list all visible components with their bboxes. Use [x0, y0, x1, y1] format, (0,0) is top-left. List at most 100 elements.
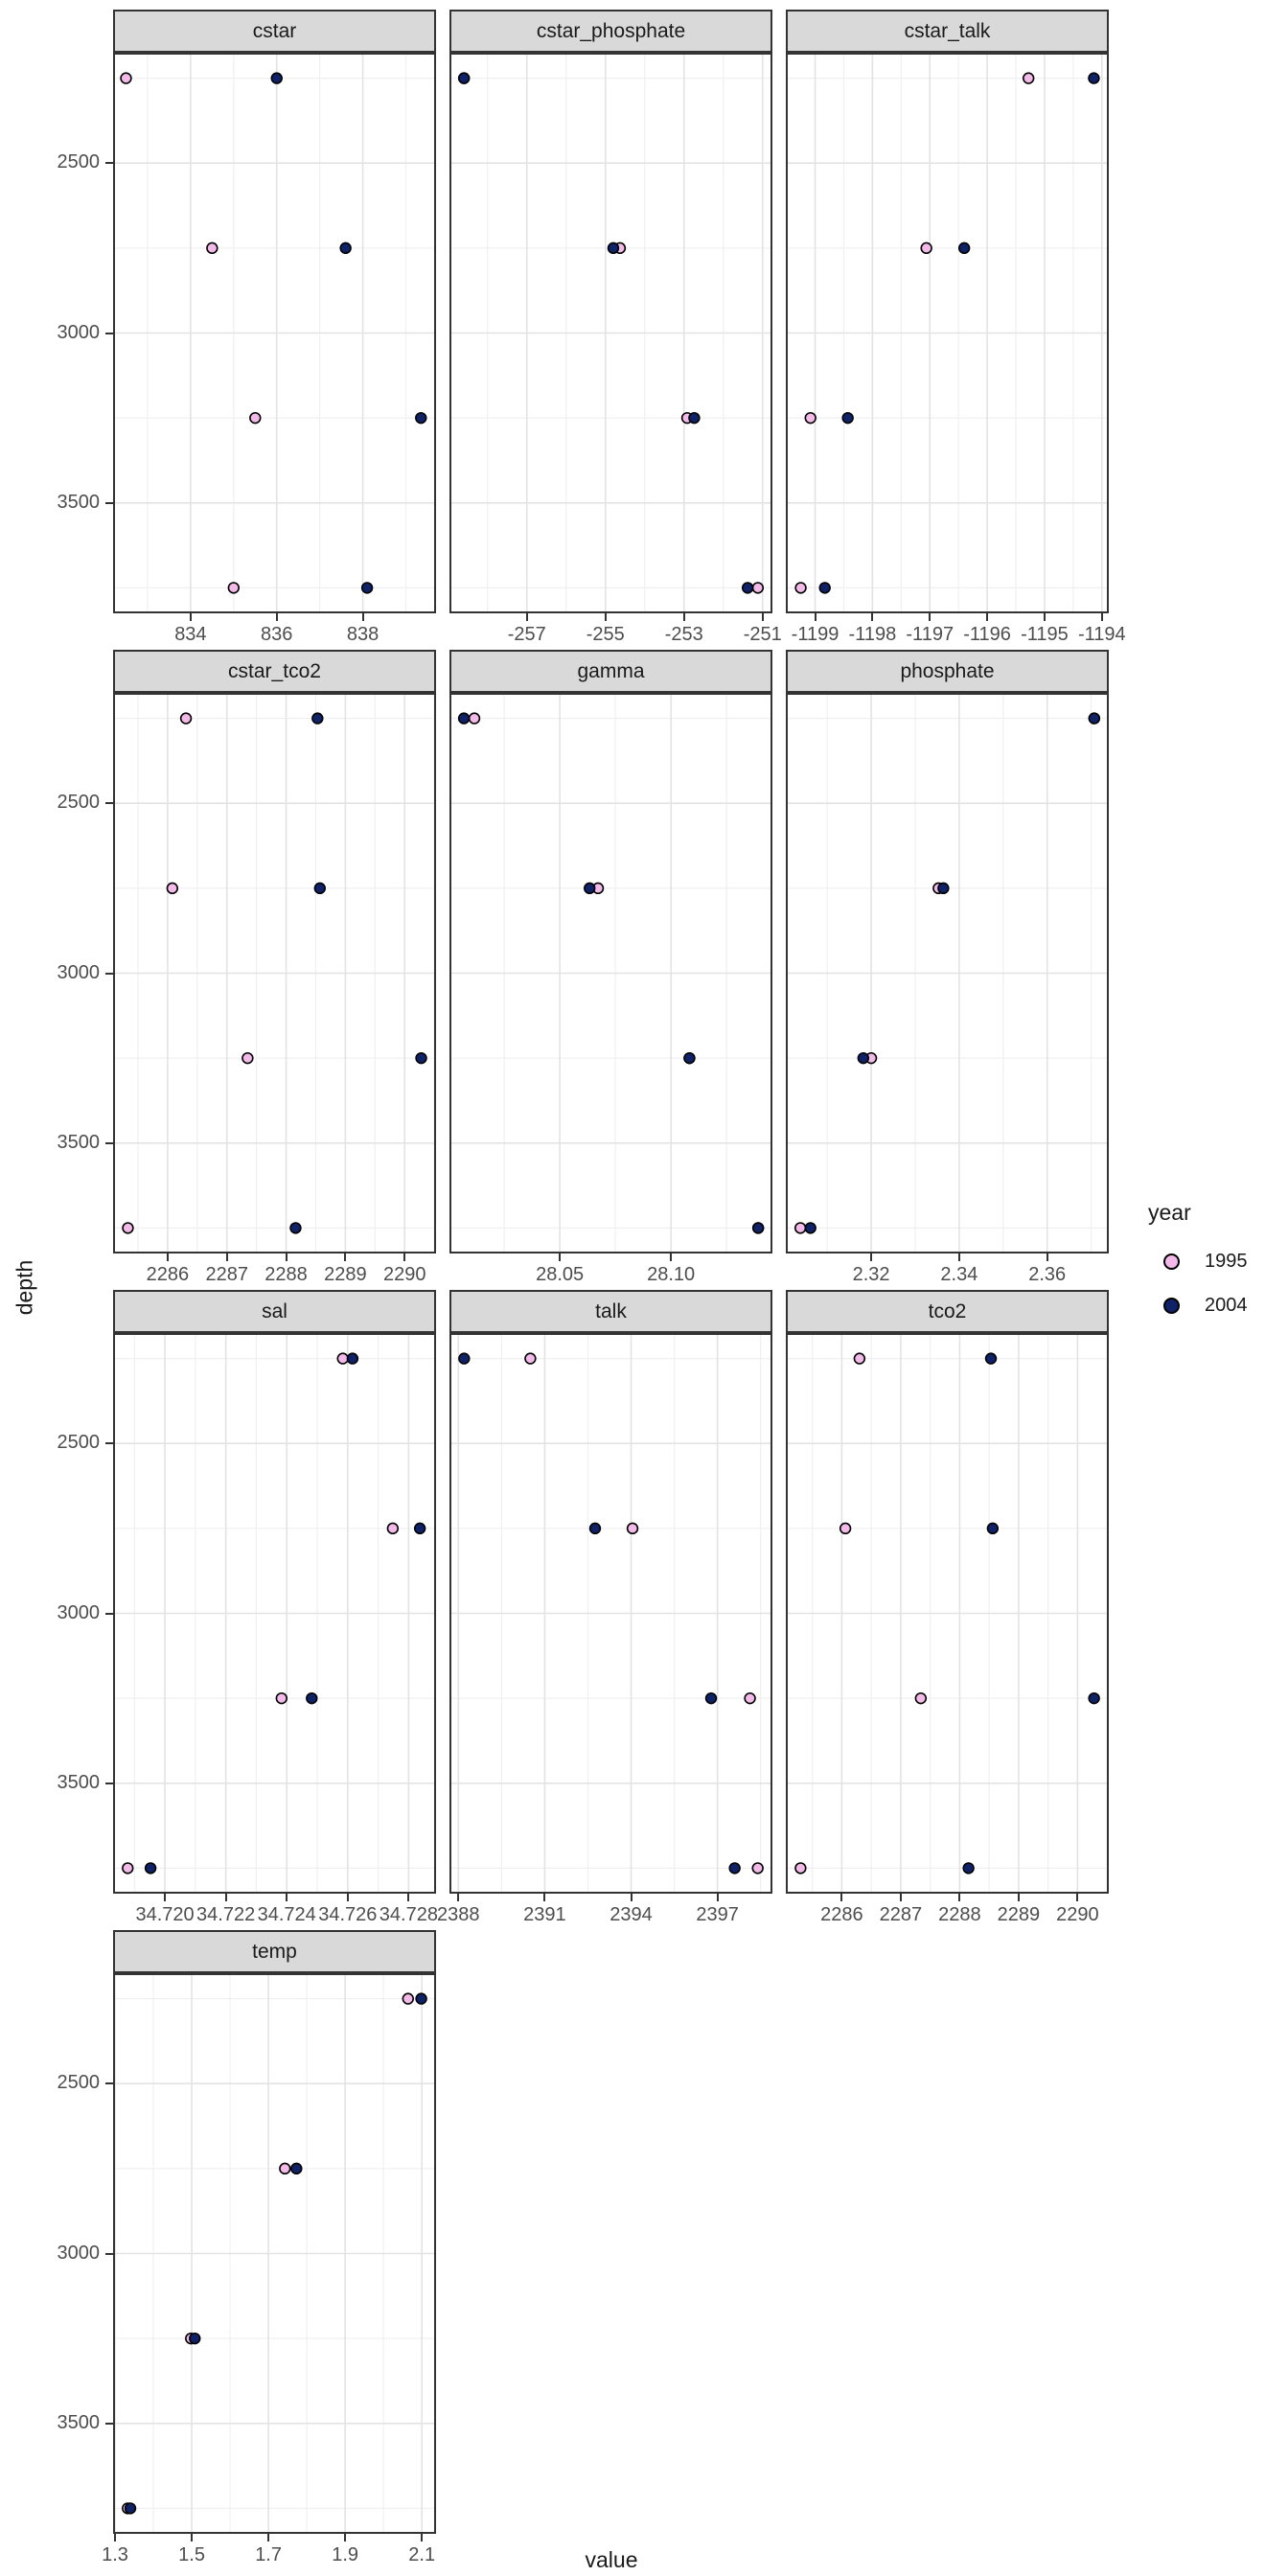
x-tick-mark [275, 613, 278, 621]
data-point-2004 [458, 1352, 471, 1365]
x-tick-mark [114, 2534, 116, 2542]
data-point-2004 [728, 1862, 741, 1874]
data-point-1995 [751, 582, 765, 594]
y-tick-mark [105, 1612, 113, 1615]
facet-strip-tco2: tco2 [786, 1290, 1109, 1333]
y-tick-label: 3000 [57, 1601, 101, 1623]
facet-panel-cstar [113, 53, 436, 613]
facet-title: sal [262, 1300, 288, 1322]
x-tick-label: 1.5 [178, 2544, 205, 2565]
x-tick-label: -255 [586, 624, 625, 645]
data-point-1995 [794, 582, 807, 594]
y-tick-mark [105, 1141, 113, 1144]
panel-border [113, 693, 436, 1254]
x-tick-mark [716, 1894, 719, 1901]
data-point-2004 [290, 2162, 303, 2175]
data-point-1995 [336, 1352, 349, 1365]
x-axis-title: value [585, 2547, 638, 2572]
x-tick-label: 836 [261, 624, 293, 645]
data-point-2004 [1088, 712, 1101, 724]
data-point-1995 [1023, 72, 1035, 84]
x-tick-mark [403, 1254, 406, 1261]
data-point-1995 [122, 1862, 134, 1874]
x-tick-mark [630, 1894, 632, 1901]
x-tick-label: -1199 [791, 624, 840, 645]
data-point-2004 [937, 882, 950, 895]
x-tick-label: -1194 [1077, 624, 1126, 645]
x-tick-mark [189, 613, 192, 621]
data-point-1995 [794, 1222, 807, 1234]
data-point-2004 [413, 1522, 426, 1535]
legend-item-label: 2004 [1205, 1294, 1248, 1316]
data-point-2004 [1088, 1691, 1100, 1705]
x-tick-label: 834 [174, 624, 207, 645]
x-tick-mark [267, 2534, 270, 2542]
data-point-2004 [415, 1992, 427, 2005]
y-tick-mark [105, 972, 113, 975]
legend-title: year [1148, 1200, 1191, 1225]
x-tick-label: 2290 [1056, 1904, 1099, 1925]
x-tick-label: 1.9 [332, 2544, 359, 2565]
data-point-1995 [794, 1862, 807, 1874]
data-point-2004 [144, 1862, 157, 1874]
data-point-1995 [751, 1862, 764, 1874]
facet-strip-cstar: cstar [113, 10, 436, 53]
data-point-2004 [588, 1522, 602, 1535]
x-tick-mark [224, 1894, 227, 1901]
facet-strip-sal: sal [113, 1290, 436, 1333]
x-tick-label: 34.726 [318, 1904, 378, 1925]
facet-strip-gamma: gamma [449, 650, 772, 693]
panel-border [786, 1333, 1109, 1894]
x-tick-mark [286, 1894, 288, 1901]
facet-title: cstar_tco2 [228, 659, 321, 682]
x-tick-mark [1046, 1254, 1048, 1261]
y-tick-mark [105, 1782, 113, 1784]
facet-panel-tco2 [786, 1333, 1109, 1894]
x-tick-label: 28.10 [647, 1264, 696, 1285]
legend-key-1995-circle-icon [1163, 1253, 1180, 1270]
data-point-1995 [468, 712, 481, 724]
data-point-1995 [804, 411, 816, 425]
facet-strip-cstar_tco2: cstar_tco2 [113, 650, 436, 693]
x-tick-label: 2391 [523, 1904, 566, 1925]
x-tick-mark [761, 613, 764, 621]
data-point-2004 [962, 1862, 975, 1874]
x-tick-mark [407, 1894, 410, 1901]
data-point-1995 [839, 1522, 852, 1535]
data-point-2004 [189, 2332, 201, 2345]
data-point-2004 [857, 1051, 870, 1065]
x-tick-mark [344, 2534, 347, 2542]
facet-title: cstar_phosphate [536, 19, 686, 42]
data-point-1995 [914, 1691, 928, 1705]
y-tick-mark [105, 501, 113, 504]
data-point-2004 [311, 712, 324, 724]
x-tick-mark [164, 1894, 167, 1901]
x-tick-label: 2286 [146, 1264, 190, 1285]
x-tick-mark [225, 1254, 228, 1261]
legend-key-2004-circle-icon [1163, 1297, 1180, 1314]
facet-title: tco2 [928, 1300, 967, 1322]
x-tick-label: 34.724 [257, 1904, 316, 1925]
x-tick-label: 2290 [382, 1264, 426, 1285]
x-tick-label: -1195 [1021, 624, 1069, 645]
data-point-1995 [275, 1691, 288, 1705]
data-point-1995 [853, 1352, 866, 1365]
x-tick-label: -251 [743, 624, 782, 645]
y-tick-mark [105, 2422, 113, 2425]
data-point-1995 [227, 582, 241, 594]
y-axis-title: depth [12, 1259, 37, 1316]
data-point-1995 [524, 1352, 537, 1365]
x-tick-label: 2394 [610, 1904, 653, 1925]
panel-border [449, 1333, 772, 1894]
data-point-1995 [122, 1222, 134, 1234]
data-point-2004 [306, 1691, 318, 1705]
x-tick-label: -1197 [906, 624, 954, 645]
x-tick-mark [1043, 613, 1046, 621]
x-tick-mark [543, 1894, 546, 1901]
x-tick-label: 2289 [997, 1904, 1041, 1925]
x-tick-mark [871, 613, 874, 621]
x-tick-label: 2288 [264, 1264, 308, 1285]
facet-strip-cstar_phosphate: cstar_phosphate [449, 10, 772, 53]
facet-panel-phosphate [786, 693, 1109, 1254]
data-point-2004 [957, 242, 971, 255]
